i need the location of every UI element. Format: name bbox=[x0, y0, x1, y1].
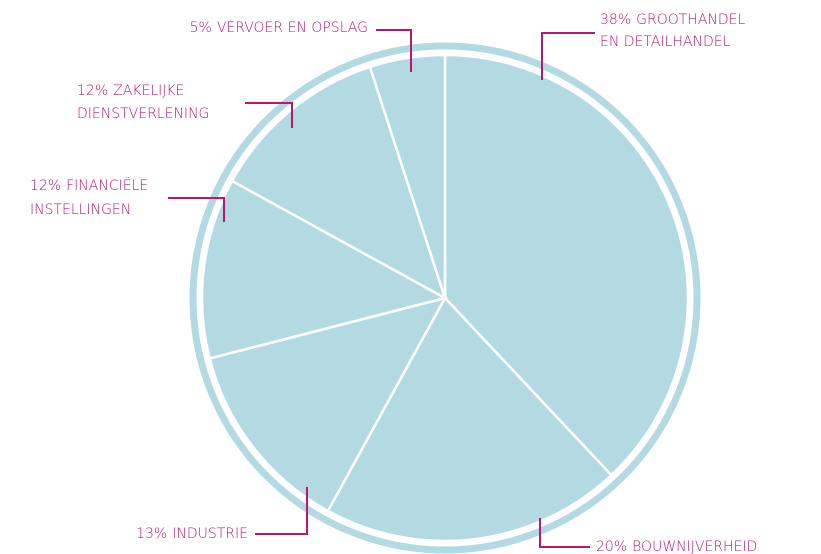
leader-line bbox=[376, 29, 412, 72]
category-label: ZAKELIJKE bbox=[113, 83, 184, 99]
pie-slice bbox=[326, 295, 614, 543]
value-label: 12% bbox=[77, 83, 108, 99]
slice-label: 20% BOUWNIJVERHEID bbox=[596, 539, 757, 554]
slice-label: 13% INDUSTRIE bbox=[136, 526, 248, 542]
leader-line bbox=[255, 487, 308, 535]
value-label: 38% bbox=[600, 12, 631, 28]
slice-label: 12% FINANCIËLE bbox=[30, 177, 148, 194]
pie-slice bbox=[443, 53, 690, 477]
slice-label: 5% VERVOER EN OPSLAG bbox=[190, 20, 368, 36]
slice-label: 12% ZAKELIJKE bbox=[77, 83, 184, 99]
category-label: BOUWNIJVERHEID bbox=[632, 539, 757, 554]
leader-line bbox=[245, 102, 293, 128]
category-label: DIENSTVERLENING bbox=[77, 106, 209, 122]
pie-slice bbox=[200, 179, 449, 360]
leader-line bbox=[539, 518, 590, 548]
value-label: 20% bbox=[596, 539, 627, 554]
leader-line bbox=[168, 197, 225, 222]
category-label: FINANCIËLE bbox=[66, 177, 148, 194]
pie-ring bbox=[189, 42, 701, 554]
value-label: 12% bbox=[30, 178, 61, 194]
category-label: GROOTHANDEL bbox=[636, 12, 745, 28]
value-label: 13% bbox=[136, 526, 167, 542]
slice-label: 38% GROOTHANDEL bbox=[600, 12, 745, 28]
leader-line bbox=[541, 32, 595, 80]
slice-label: INSTELLINGEN bbox=[30, 202, 131, 218]
category-label: INSTELLINGEN bbox=[30, 202, 131, 218]
pie-slice bbox=[208, 296, 448, 513]
category-label: INDUSTRIE bbox=[172, 526, 248, 542]
value-label: 5% bbox=[190, 20, 212, 36]
category-label: EN DETAILHANDEL bbox=[600, 34, 731, 50]
slice-label: EN DETAILHANDEL bbox=[600, 34, 731, 50]
slice-label: DIENSTVERLENING bbox=[77, 106, 209, 122]
category-label: VERVOER EN OPSLAG bbox=[217, 20, 368, 36]
pie-slice bbox=[368, 53, 447, 299]
pie-slice bbox=[230, 65, 448, 301]
